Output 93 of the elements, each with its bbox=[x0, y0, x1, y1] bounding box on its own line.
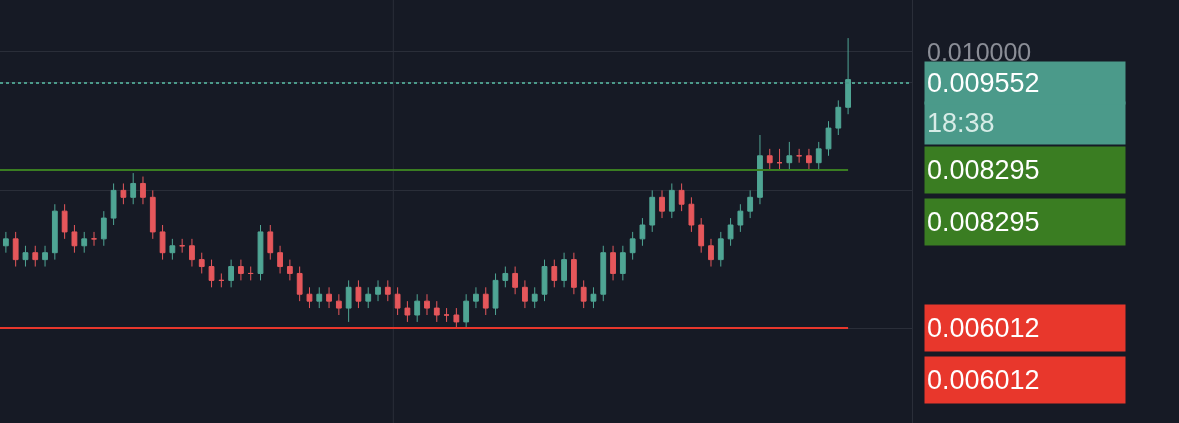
candlestick bbox=[394, 286, 401, 316]
candlestick bbox=[306, 286, 313, 309]
candlestick bbox=[580, 279, 587, 309]
candlestick bbox=[825, 120, 832, 157]
text: 0.006012 bbox=[927, 365, 1040, 395]
candlestick bbox=[120, 182, 127, 205]
candlestick bbox=[708, 238, 714, 268]
candlestick bbox=[326, 286, 332, 309]
candlestick bbox=[786, 141, 793, 171]
candlestick bbox=[806, 148, 812, 171]
candlestick bbox=[659, 189, 665, 219]
candlestick bbox=[433, 300, 440, 323]
candlestick bbox=[228, 259, 235, 288]
candlestick bbox=[159, 224, 166, 261]
candlestick bbox=[404, 300, 411, 323]
candlestick bbox=[91, 231, 97, 247]
candlestick bbox=[463, 293, 470, 330]
candlestick bbox=[169, 238, 176, 261]
candlestick bbox=[531, 286, 538, 309]
candlestick bbox=[286, 259, 293, 281]
text: 0.008295 bbox=[927, 207, 1040, 237]
candlestick bbox=[100, 210, 107, 247]
candlestick bbox=[22, 245, 29, 268]
candlestick bbox=[590, 286, 597, 309]
candlestick bbox=[717, 231, 724, 268]
candlestick bbox=[71, 224, 78, 254]
candlestick bbox=[766, 148, 773, 171]
candlestick bbox=[247, 266, 254, 281]
candlestick bbox=[747, 189, 754, 219]
candlestick bbox=[619, 245, 626, 281]
candlestick bbox=[757, 134, 763, 205]
candlestick bbox=[267, 224, 274, 261]
candlestick bbox=[453, 307, 460, 330]
candlestick bbox=[629, 231, 636, 261]
candlestick bbox=[345, 279, 352, 323]
candlestick bbox=[130, 172, 137, 205]
candlestick bbox=[668, 182, 675, 219]
candlestick bbox=[551, 259, 558, 288]
candlestick bbox=[335, 293, 342, 316]
candlestick bbox=[179, 238, 186, 254]
candlestick bbox=[208, 259, 215, 288]
candlestick bbox=[649, 189, 656, 233]
candlestick bbox=[561, 252, 567, 288]
candlestick bbox=[198, 252, 205, 274]
candlestick bbox=[570, 252, 577, 295]
candlestick bbox=[296, 266, 303, 302]
candlestick bbox=[12, 231, 19, 268]
candlestick bbox=[384, 279, 391, 302]
candlestick bbox=[238, 259, 244, 281]
candlestick bbox=[81, 231, 88, 254]
candlestick bbox=[492, 272, 499, 316]
candlestick bbox=[727, 217, 734, 247]
candlestick bbox=[512, 266, 519, 295]
y-tick-label: 0.009552 bbox=[927, 68, 1040, 98]
candlestick bbox=[218, 272, 225, 288]
candlestick bbox=[522, 279, 528, 309]
candlestick bbox=[698, 217, 705, 254]
candlestick bbox=[815, 141, 822, 171]
candlestick bbox=[610, 245, 616, 281]
candlestick bbox=[375, 279, 381, 302]
candlestick bbox=[355, 279, 362, 309]
candlestick bbox=[678, 182, 685, 212]
candlestick bbox=[776, 148, 783, 171]
y-tick-label: 0.010000 bbox=[927, 38, 1032, 66]
ref-line-label: 0.008295 bbox=[927, 155, 1040, 185]
candlestick bbox=[140, 176, 146, 205]
candlestick bbox=[316, 286, 323, 309]
candlestick bbox=[639, 217, 646, 247]
candlestick bbox=[502, 266, 509, 288]
candlestick bbox=[277, 245, 283, 274]
candlestick bbox=[365, 286, 372, 309]
candlestick bbox=[482, 286, 489, 316]
candlestick bbox=[61, 203, 68, 240]
text: 18:38 bbox=[927, 108, 995, 138]
candlestick bbox=[110, 182, 117, 226]
candlestick bbox=[473, 286, 479, 309]
candlestick bbox=[149, 189, 156, 240]
candlestick bbox=[835, 99, 842, 136]
candlestick bbox=[737, 203, 744, 233]
candlestick bbox=[51, 203, 58, 261]
candlestick bbox=[257, 224, 264, 281]
ref-line-label: 0.006012 bbox=[927, 313, 1040, 343]
candlestick bbox=[189, 238, 195, 268]
candlestick bbox=[42, 245, 48, 268]
candlestick bbox=[541, 259, 548, 302]
candlestick bbox=[600, 245, 607, 302]
candlestick bbox=[796, 148, 803, 164]
candlestick bbox=[2, 231, 9, 254]
candlestick bbox=[32, 245, 39, 268]
candlestick bbox=[443, 307, 450, 323]
candlestick bbox=[424, 293, 430, 316]
candlestick bbox=[414, 293, 421, 323]
candlestick bbox=[688, 196, 695, 233]
